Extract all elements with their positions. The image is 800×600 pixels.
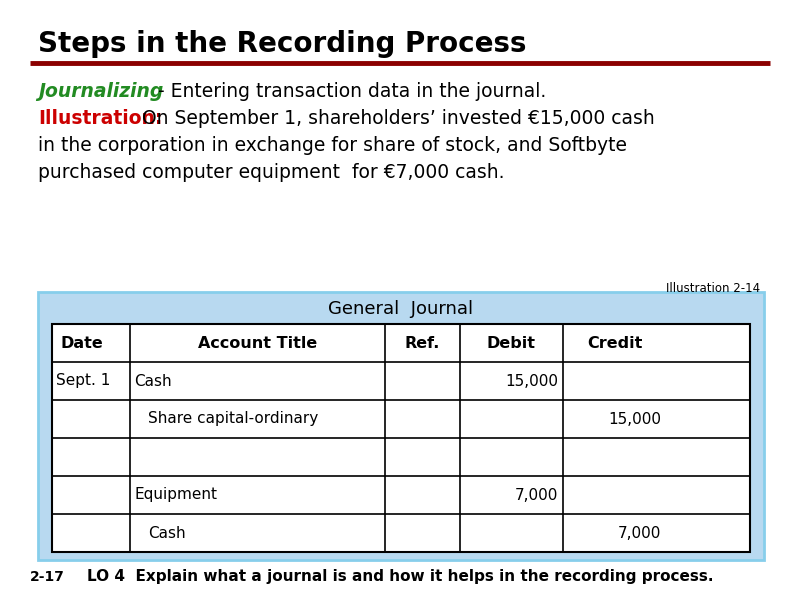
Text: Ref.: Ref.	[405, 335, 440, 350]
Text: Debit: Debit	[486, 335, 536, 350]
Text: On September 1, shareholders’ invested €15,000 cash: On September 1, shareholders’ invested €…	[130, 109, 654, 128]
Text: Cash: Cash	[134, 373, 172, 389]
Text: Cash: Cash	[148, 526, 186, 541]
Text: LO 4  Explain what a journal is and how it helps in the recording process.: LO 4 Explain what a journal is and how i…	[86, 569, 714, 584]
Text: in the corporation in exchange for share of stock, and Softbyte: in the corporation in exchange for share…	[38, 136, 627, 155]
Bar	[52, 324, 750, 552]
Text: 15,000: 15,000	[505, 373, 558, 389]
Text: Illustration:: Illustration:	[38, 109, 162, 128]
Text: Sept. 1: Sept. 1	[56, 373, 110, 389]
Text: Share capital-ordinary: Share capital-ordinary	[148, 412, 318, 427]
Text: Steps in the Recording Process: Steps in the Recording Process	[38, 30, 526, 58]
Text: Account Title: Account Title	[198, 335, 317, 350]
Text: - Entering transaction data in the journal.: - Entering transaction data in the journ…	[152, 82, 546, 101]
Bar	[38, 292, 764, 560]
Text: Credit: Credit	[587, 335, 642, 350]
Text: 2-17: 2-17	[30, 570, 65, 584]
Text: Date: Date	[60, 335, 102, 350]
Text: General  Journal: General Journal	[329, 300, 474, 318]
Text: 7,000: 7,000	[618, 526, 662, 541]
Text: 7,000: 7,000	[514, 487, 558, 503]
Text: 15,000: 15,000	[608, 412, 662, 427]
Text: Illustration 2-14: Illustration 2-14	[666, 282, 760, 295]
Text: Journalizing: Journalizing	[38, 82, 163, 101]
Text: purchased computer equipment  for €7,000 cash.: purchased computer equipment for €7,000 …	[38, 163, 505, 182]
Text: Equipment: Equipment	[134, 487, 217, 503]
